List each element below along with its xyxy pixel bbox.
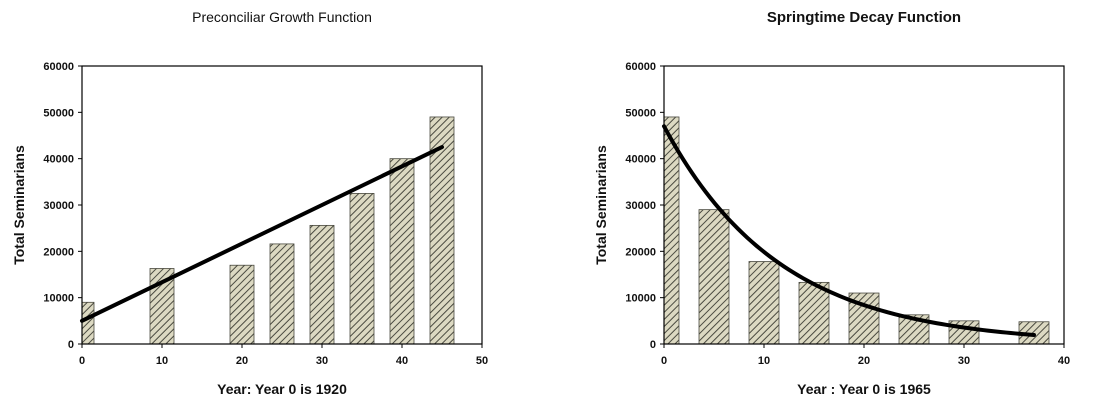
left-y-tick-label: 10000 xyxy=(43,293,74,305)
right-y-axis-label: Total Seminarians xyxy=(593,145,609,265)
left-chart-title: Preconciliar Growth Function xyxy=(192,9,372,25)
right-fit-line xyxy=(662,124,1036,337)
left-bar xyxy=(429,116,455,345)
right-chart-title: Springtime Decay Function xyxy=(767,9,961,26)
left-y-tick-label: 50000 xyxy=(43,107,74,119)
left-y-tick-label: 0 xyxy=(68,339,74,351)
left-x-tick-label: 20 xyxy=(236,355,248,367)
left-fit-line xyxy=(80,145,444,323)
left-x-tick-label: 50 xyxy=(476,355,488,367)
right-bar xyxy=(698,209,730,345)
right-x-tick-label: 0 xyxy=(661,355,667,367)
right-y-tick-label: 10000 xyxy=(625,293,656,305)
left-plot-area: 0 10000 20000 30000 40000 50000 60000 0 10 20 30 40… xyxy=(43,61,488,367)
right-bar xyxy=(798,281,830,345)
right-y-tick-label: 20000 xyxy=(625,246,656,258)
left-x-tick-label: 40 xyxy=(396,355,408,367)
left-bar xyxy=(349,193,375,345)
left-bar xyxy=(229,264,255,345)
left-x-tick-label: 30 xyxy=(316,355,328,367)
left-bar xyxy=(81,301,95,345)
right-plot-area: 0 10000 20000 30000 40000 50000 60000 0 10 20 30 40 xyxy=(625,61,1070,367)
right-x-tick-label: 20 xyxy=(858,355,870,367)
right-y-tick-label: 40000 xyxy=(625,154,656,166)
left-x-tick-label: 10 xyxy=(156,355,168,367)
left-y-tick-label: 60000 xyxy=(43,61,74,73)
right-y-tick-label: 60000 xyxy=(625,61,656,73)
right-y-tick-label: 30000 xyxy=(625,200,656,212)
right-y-tick-label: 0 xyxy=(650,339,656,351)
right-x-axis-label: Year : Year 0 is 1965 xyxy=(797,381,931,397)
right-y-tick-label: 50000 xyxy=(625,107,656,119)
right-x-tick-label: 10 xyxy=(758,355,770,367)
left-x-axis-label: Year: Year 0 is 1920 xyxy=(217,381,347,397)
right-x-tick-label: 30 xyxy=(958,355,970,367)
left-y-tick-label: 40000 xyxy=(43,154,74,166)
left-y-tick-label: 20000 xyxy=(43,246,74,258)
left-bar xyxy=(389,158,415,345)
right-bar xyxy=(748,261,780,345)
right-x-tick-label: 40 xyxy=(1058,355,1070,367)
left-bar xyxy=(269,243,295,345)
left-y-axis-label: Total Seminarians xyxy=(11,145,27,265)
left-bar xyxy=(309,224,335,345)
left-y-tick-label: 30000 xyxy=(43,200,74,212)
left-x-tick-label: 0 xyxy=(79,355,85,367)
